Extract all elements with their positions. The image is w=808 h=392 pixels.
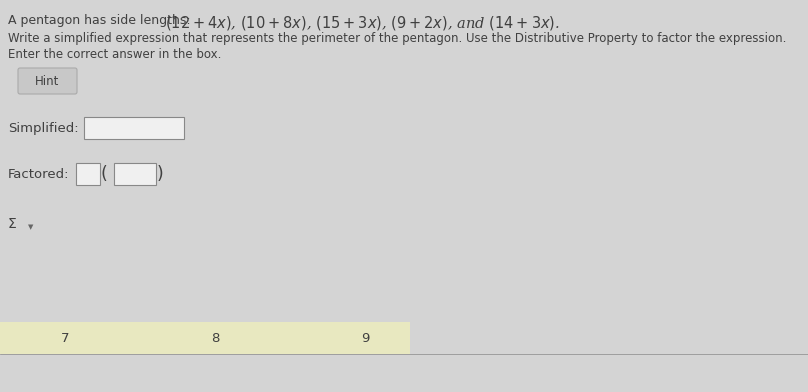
Text: ▼: ▼ — [28, 224, 33, 230]
FancyBboxPatch shape — [114, 163, 156, 185]
Text: Simplified:: Simplified: — [8, 122, 78, 134]
Text: Hint: Hint — [36, 74, 60, 87]
FancyBboxPatch shape — [18, 68, 77, 94]
Text: $(12 + 4x)$, $(10 + 8x)$, $(15 + 3x)$, $(9 + 2x)$, and $(14 + 3x)$.: $(12 + 4x)$, $(10 + 8x)$, $(15 + 3x)$, $… — [165, 14, 560, 32]
Text: 8: 8 — [211, 332, 219, 345]
Text: Factored:: Factored: — [8, 167, 69, 180]
Text: Write a simplified expression that represents the perimeter of the pentagon. Use: Write a simplified expression that repre… — [8, 32, 786, 45]
Text: Σ: Σ — [8, 217, 17, 231]
Text: (: ( — [101, 165, 107, 183]
FancyBboxPatch shape — [84, 117, 184, 139]
Bar — [0, 322, 410, 354]
Text: Enter the correct answer in the box.: Enter the correct answer in the box. — [8, 48, 221, 61]
Text: A pentagon has side lengths:: A pentagon has side lengths: — [8, 14, 195, 27]
Text: ): ) — [157, 165, 164, 183]
FancyBboxPatch shape — [76, 163, 100, 185]
Text: 9: 9 — [361, 332, 369, 345]
Text: 7: 7 — [61, 332, 69, 345]
